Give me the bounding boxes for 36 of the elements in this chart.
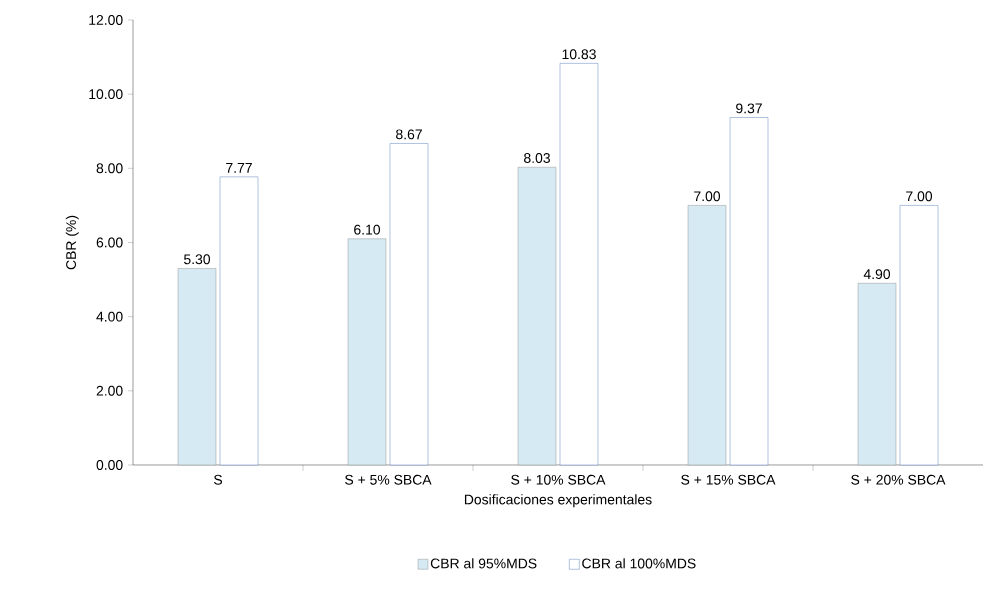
y-tick-label: 4.00 xyxy=(96,311,123,322)
data-label: 5.30 xyxy=(184,254,211,265)
data-label: 8.67 xyxy=(396,129,422,140)
bar xyxy=(687,205,727,466)
legend-label: CBR al 95%MDS xyxy=(430,558,537,569)
bar xyxy=(729,117,769,466)
y-axis-title: CBR (%) xyxy=(65,215,79,270)
data-label: 10.83 xyxy=(562,49,596,60)
bar xyxy=(517,167,557,466)
y-tick-label: 8.00 xyxy=(96,163,123,174)
data-label: 6.10 xyxy=(354,224,381,235)
x-tick-label: S + 20% SBCA xyxy=(851,474,946,485)
bar xyxy=(219,176,259,466)
data-label: 7.00 xyxy=(906,191,933,202)
x-tick-label: S + 10% SBCA xyxy=(511,474,606,485)
y-tick-label: 12.00 xyxy=(89,15,123,25)
data-label: 9.37 xyxy=(736,103,762,114)
legend-label: CBR al 100%MDS xyxy=(582,558,696,569)
data-label: 8.03 xyxy=(524,153,550,164)
y-tick-label: 6.00 xyxy=(96,237,123,248)
x-tick-label: S + 5% SBCA xyxy=(345,474,432,485)
x-axis-title: Dosificaciones experimentales xyxy=(464,494,652,508)
x-tick-label: S + 15% SBCA xyxy=(681,474,776,485)
y-tick-label: 10.00 xyxy=(89,89,123,100)
bar xyxy=(559,63,599,466)
x-tick-label: S xyxy=(214,474,223,485)
bar xyxy=(857,283,897,466)
bar xyxy=(899,205,939,466)
data-label: 4.90 xyxy=(863,269,891,280)
bar xyxy=(177,268,217,466)
y-tick-label: 2.00 xyxy=(96,385,123,396)
bar xyxy=(347,238,387,466)
data-label: 7.77 xyxy=(226,163,252,173)
data-label: 7.00 xyxy=(694,191,721,202)
y-tick-label: 0.00 xyxy=(96,460,123,470)
bar xyxy=(389,143,429,466)
